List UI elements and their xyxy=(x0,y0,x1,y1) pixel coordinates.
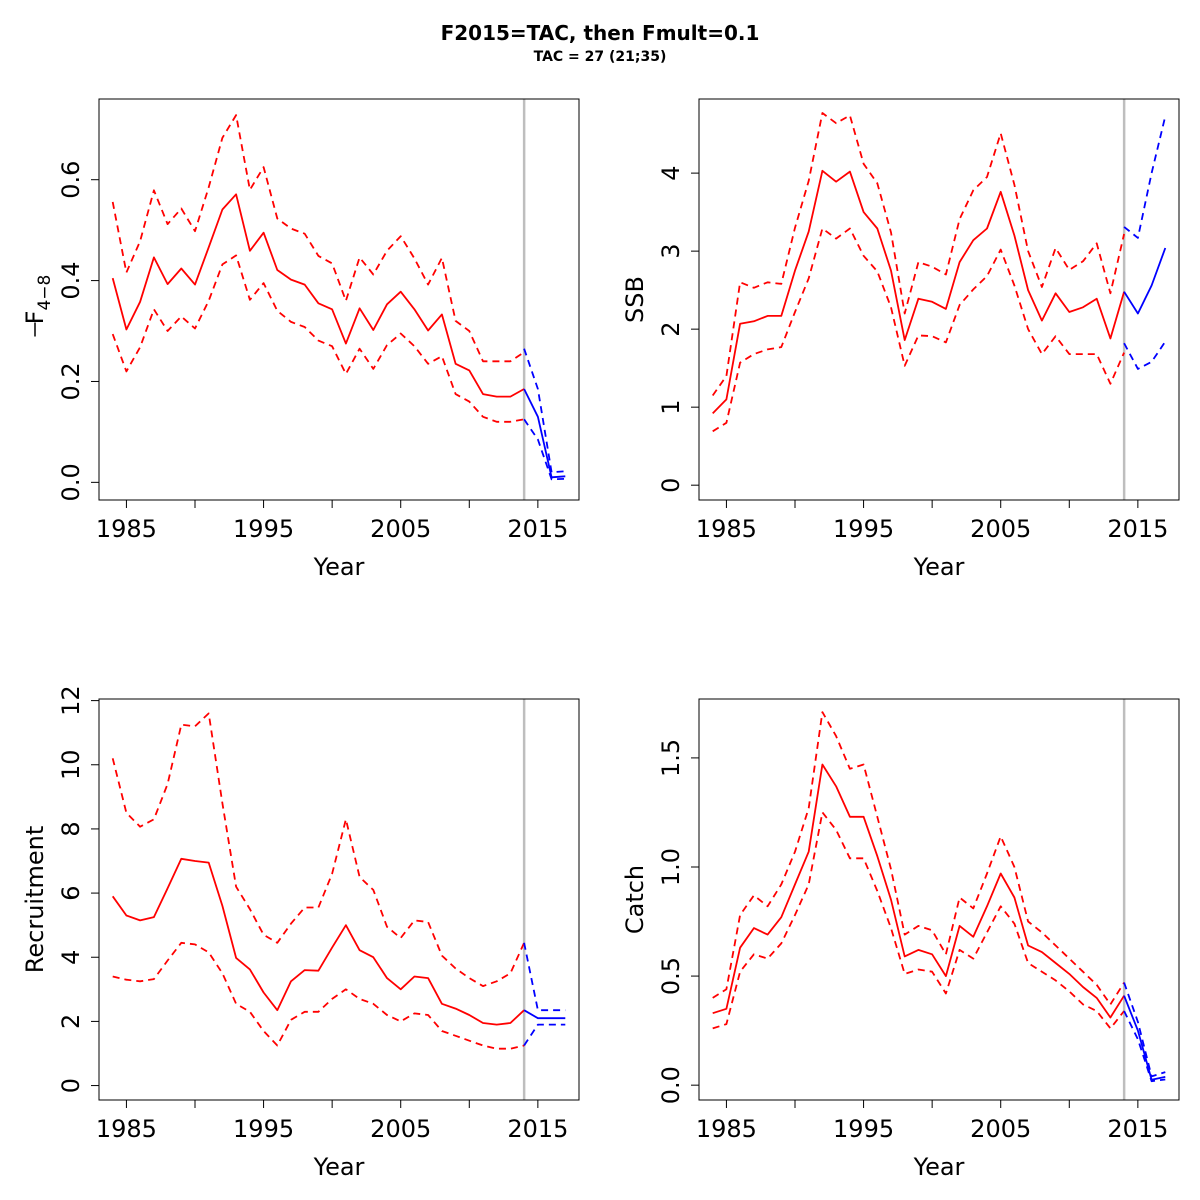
chart-0-x-axis-title: Year xyxy=(313,553,365,581)
chart-1-y-tick-label: 4 xyxy=(657,165,685,180)
chart-0-x-tick-label: 1985 xyxy=(96,515,157,543)
chart-1-y-tick-label: 2 xyxy=(657,322,685,337)
chart-3-y-tick-label: 1.5 xyxy=(657,739,685,777)
chart-2-projection-upper-line xyxy=(523,942,566,1012)
chart-1-projection-lower-line xyxy=(1123,341,1167,370)
panel-fbar: 1985 1995 2005 2015 Year 0.0 0.2 0.4 0.6 F4−8 xyxy=(21,98,580,581)
chart-2-projection-lower-line xyxy=(523,1023,566,1046)
chart-0-x-tick-label: 1995 xyxy=(233,515,294,543)
chart-3-historical-median-line xyxy=(712,763,1125,1019)
chart-2-plot-frame xyxy=(98,698,580,1101)
chart-0-projection-lower-line xyxy=(523,418,566,481)
chart-1-x-tick-label: 1985 xyxy=(696,515,757,543)
chart-0-y-tick-label: 0.2 xyxy=(57,362,85,400)
chart-0-y-tick-label: 0.6 xyxy=(57,161,85,199)
chart-3-x-axis-title: Year xyxy=(913,1153,965,1181)
chart-1-y-axis-title: SSB xyxy=(621,276,649,323)
panel-catch: 1985 1995 2005 2015 Year 0.0 0.5 1.0 1.5 Catch xyxy=(621,698,1180,1181)
chart-0-y-tick-label: 0.0 xyxy=(57,463,85,501)
chart-3-y-tick-label: 0.0 xyxy=(657,1066,685,1104)
chart-2-y-tick-label: 8 xyxy=(57,821,85,836)
chart-1-y-tick-label: 3 xyxy=(657,243,685,258)
chart-3-y-tick-label: 1.0 xyxy=(657,848,685,886)
chart-2-historical-median-line xyxy=(111,857,525,1026)
chart-3-plot-frame xyxy=(698,698,1180,1101)
chart-2-y-tick-label: 12 xyxy=(57,685,85,716)
chart-2-y-tick-label: 10 xyxy=(57,749,85,780)
chart-0-historical-upper-line xyxy=(111,114,525,363)
chart-1-projection-upper-line xyxy=(1123,115,1167,239)
chart-3-projection-median-line xyxy=(1123,995,1166,1081)
chart-3-x-tick-label: 2005 xyxy=(970,1115,1031,1143)
chart-2-y-tick-label: 4 xyxy=(57,950,85,965)
chart-0-y-axis-title: F4−8 xyxy=(21,275,55,325)
chart-2-historical-lower-line xyxy=(112,941,525,1050)
chart-3-x-tick-label: 1985 xyxy=(696,1115,757,1143)
chart-0-plot-frame xyxy=(98,98,580,501)
chart-0-projection-upper-line xyxy=(523,348,566,474)
chart-2-x-axis-title: Year xyxy=(313,1153,365,1181)
chart-1-historical-median-line xyxy=(712,169,1125,415)
chart-2-projection-median-line xyxy=(523,1009,566,1020)
chart-2-y-tick-label: 0 xyxy=(57,1078,85,1093)
chart-1-x-tick-label: 1995 xyxy=(833,515,894,543)
chart-2-historical-upper-line xyxy=(111,712,525,987)
chart-2-x-tick-label: 2015 xyxy=(507,1115,568,1143)
chart-2-y-axis-title: Recruitment xyxy=(21,826,49,973)
chart-1-plot-frame xyxy=(698,98,1180,501)
chart-1-projection-median-line xyxy=(1123,247,1167,315)
panel-recruitment: 1985 1995 2005 2015 Year 0 2 4 6 8 10 12 Recruitment xyxy=(21,685,580,1181)
figure-title: F2015=TAC, then Fmult=0.1 xyxy=(441,21,760,45)
chart-3-x-tick-label: 1995 xyxy=(833,1115,894,1143)
chart-3-y-axis-title: Catch xyxy=(621,865,649,934)
chart-1-y-tick-label: 0 xyxy=(657,478,685,493)
chart-1-y-tick-label: 1 xyxy=(657,400,685,415)
chart-2-y-tick-label: 2 xyxy=(57,1014,85,1029)
chart-0-x-tick-label: 2005 xyxy=(370,515,431,543)
figure-subtitle: TAC = 27 (21;35) xyxy=(534,49,667,65)
chart-3-x-tick-label: 2015 xyxy=(1107,1115,1168,1143)
chart-0-historical-lower-line xyxy=(111,254,525,423)
chart-0-x-tick-label: 2015 xyxy=(507,515,568,543)
chart-1-historical-lower-line xyxy=(712,227,1125,433)
chart-0-projection-median-line xyxy=(523,388,566,479)
chart-1-x-tick-label: 2005 xyxy=(970,515,1031,543)
chart-1-x-tick-label: 2015 xyxy=(1107,515,1168,543)
chart-3-historical-lower-line xyxy=(712,811,1125,1030)
chart-0-historical-median-line xyxy=(111,193,525,398)
chart-2-x-tick-label: 2005 xyxy=(370,1115,431,1143)
panel-ssb: 1985 1995 2005 2015 Year 0 1 2 3 4 SSB xyxy=(621,98,1180,581)
chart-1-historical-upper-line xyxy=(711,112,1125,397)
chart-0-y-tick-label: 0.4 xyxy=(57,261,85,299)
chart-3-projection-upper-line xyxy=(1123,982,1166,1078)
chart-1-x-axis-title: Year xyxy=(913,553,965,581)
chart-2-x-tick-label: 1995 xyxy=(233,1115,294,1143)
chart-3-y-tick-label: 0.5 xyxy=(657,957,685,995)
chart-3-projection-lower-line xyxy=(1123,1010,1166,1083)
chart-3-historical-upper-line xyxy=(712,711,1125,1006)
chart-2-x-tick-label: 1985 xyxy=(96,1115,157,1143)
chart-2-y-tick-label: 6 xyxy=(57,885,85,900)
